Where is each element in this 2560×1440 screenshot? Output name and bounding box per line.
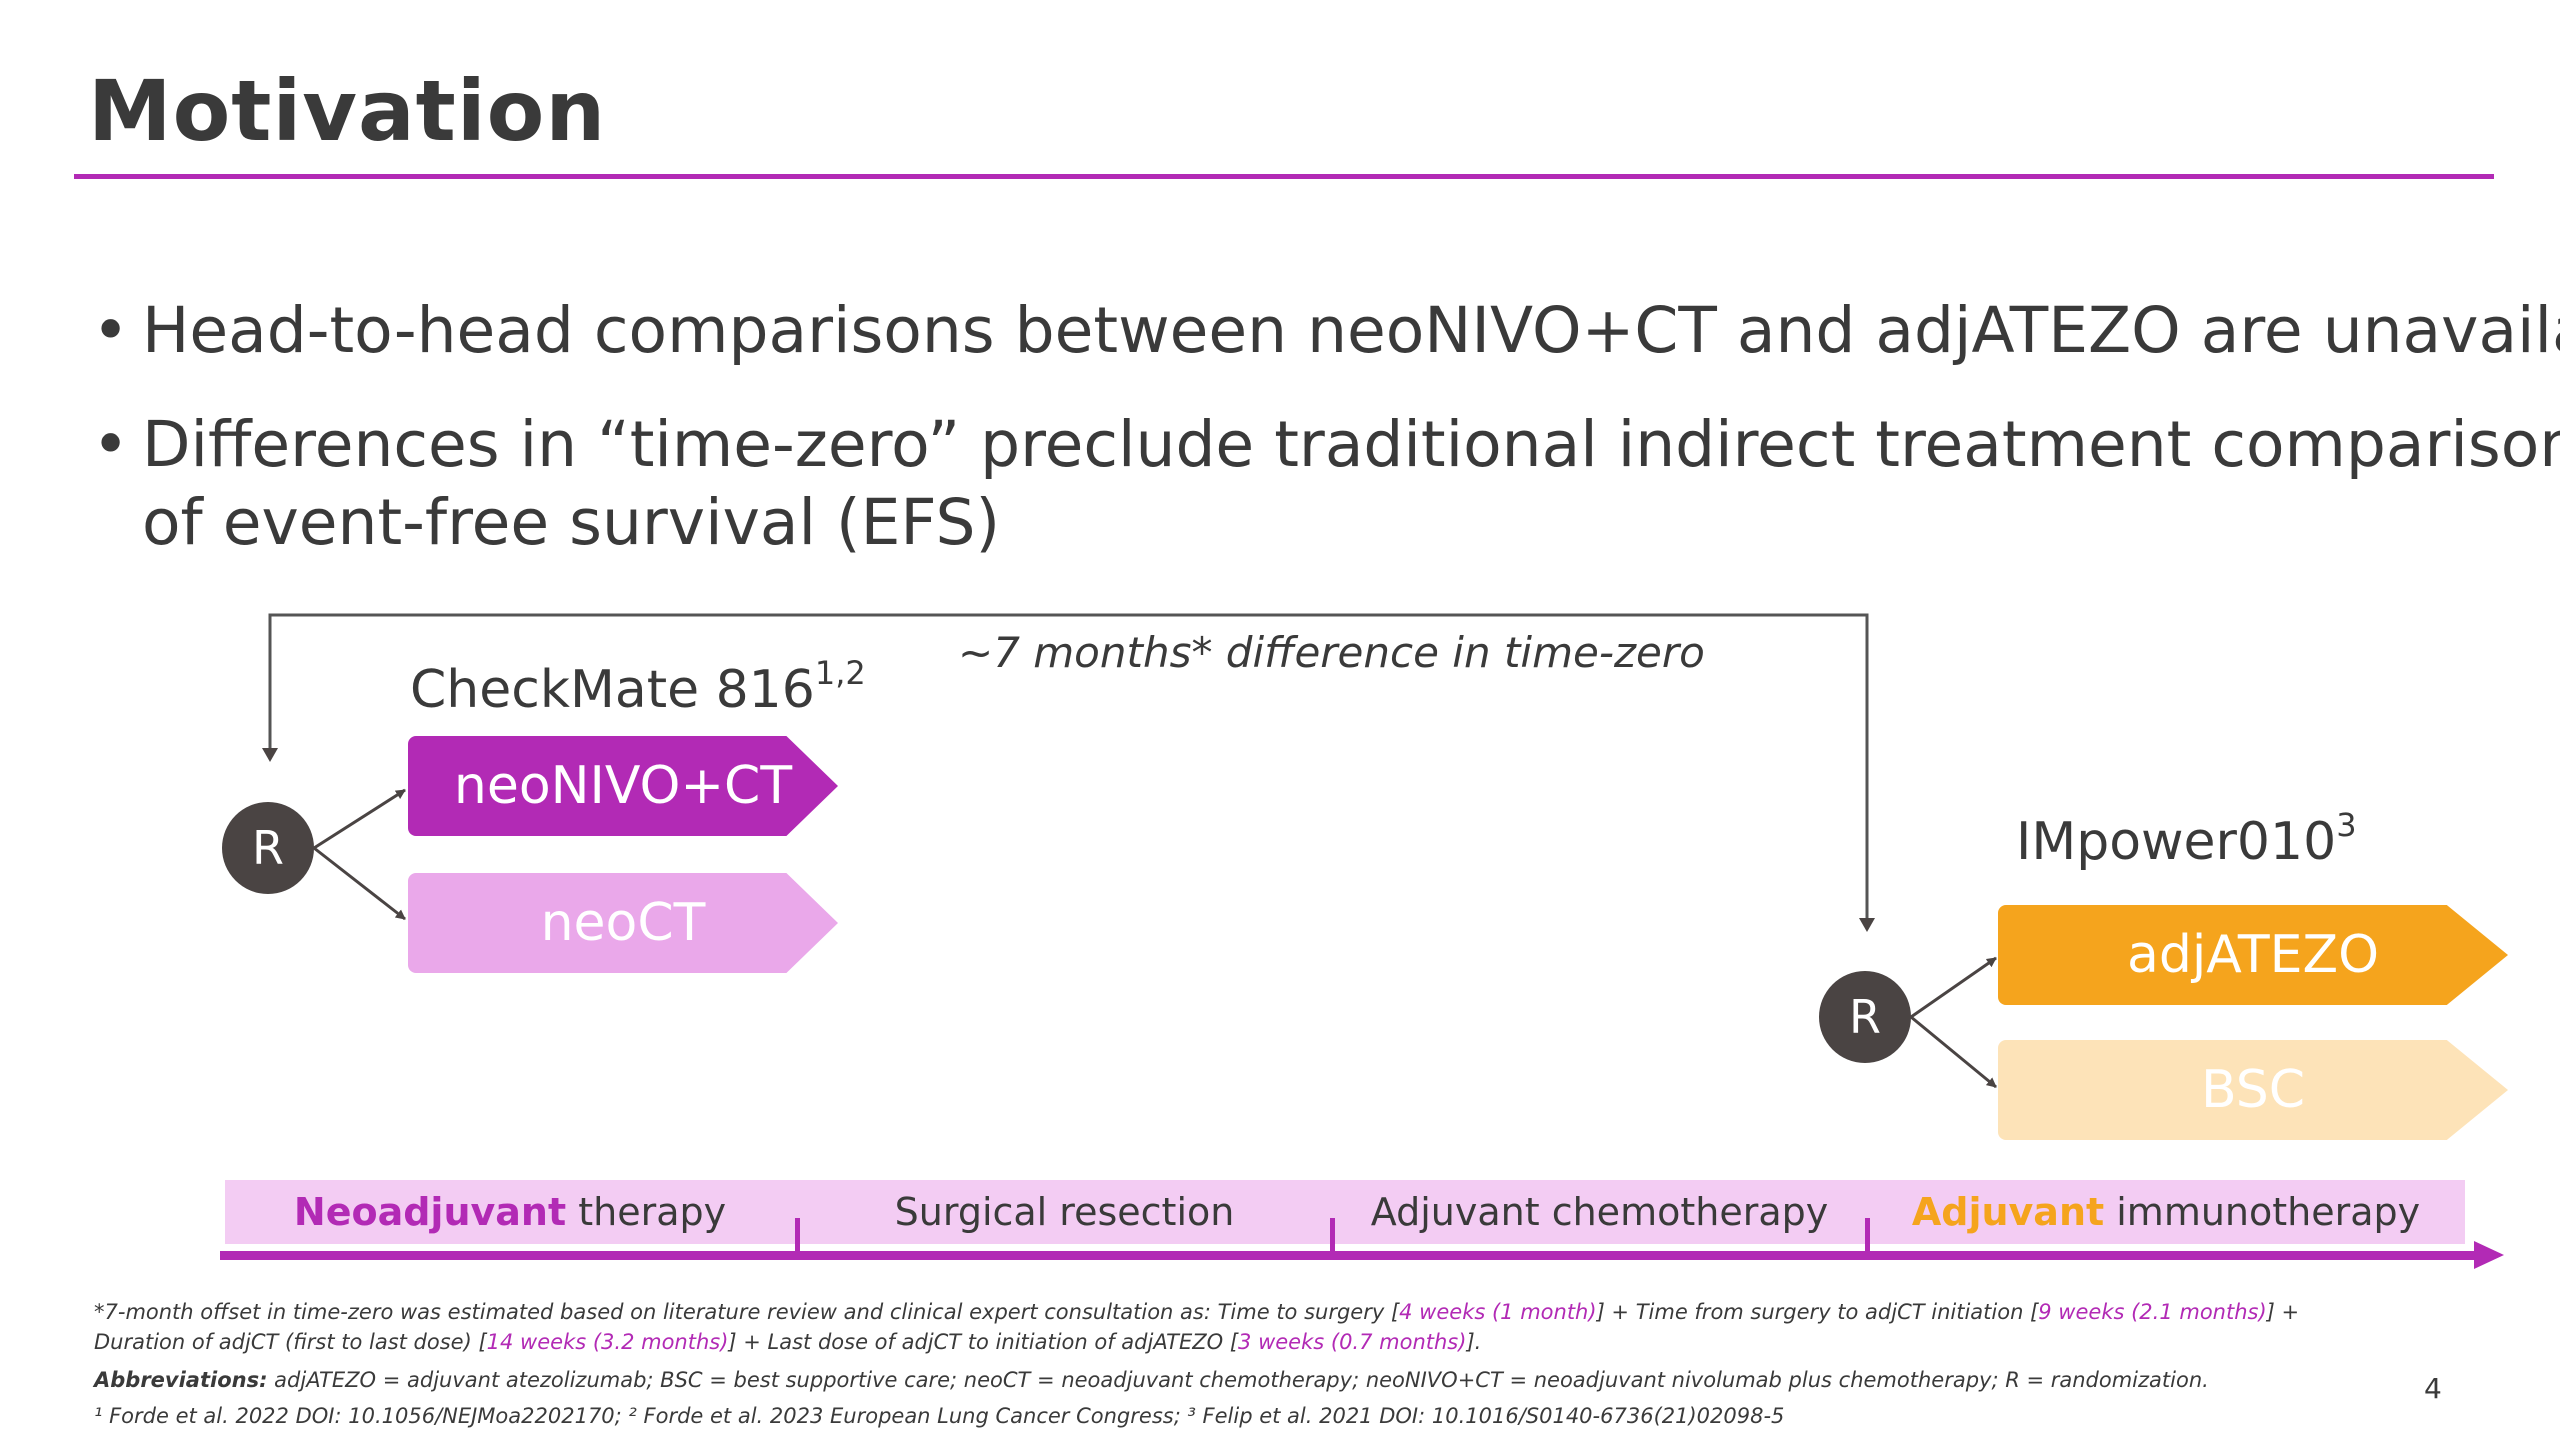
- time-zero-bracket: [262, 613, 1875, 932]
- timeline-tick: [795, 1218, 800, 1252]
- footnote-text: *7-month offset in time-zero was estimat…: [94, 1300, 1400, 1324]
- bullet-marker: •: [92, 294, 130, 367]
- time-zero-note: ~7 months* difference in time-zero: [958, 628, 1705, 677]
- footnote-text: ] +: [2266, 1300, 2300, 1324]
- trial-ref: 3: [2336, 806, 2357, 844]
- phase-text: Adjuvant chemotherapy: [1370, 1190, 1829, 1234]
- footnote-text: ].: [1466, 1330, 1482, 1354]
- footnote-value: 4 weeks (1 month): [1399, 1300, 1597, 1324]
- page-number: 4: [2424, 1372, 2442, 1405]
- footnote-text: ] + Time from surgery to adjCT initiatio…: [1596, 1300, 2039, 1324]
- randomization-node: R: [222, 802, 314, 894]
- arm-neonivo-ct: neoNIVO+CT: [408, 736, 838, 836]
- phase-neoadjuvant: Neoadjuvant therapy: [225, 1190, 795, 1234]
- phase-highlight: Neoadjuvant: [293, 1190, 567, 1234]
- timeline-axis: [220, 1251, 2478, 1260]
- bullet-text: Head-to-head comparisons between neoNIVO…: [142, 294, 2560, 367]
- trial-label-impower: IMpower0103: [2016, 806, 2357, 872]
- timeline-tick: [1330, 1218, 1335, 1252]
- trial-name: CheckMate 816: [410, 660, 815, 720]
- phase-adjuvant-chemo: Adjuvant chemotherapy: [1332, 1190, 1867, 1234]
- arm-bsc: BSC: [1998, 1040, 2508, 1140]
- randomization-node: R: [1819, 971, 1911, 1063]
- phase-adjuvant-immuno: Adjuvant immunotherapy: [1867, 1190, 2465, 1234]
- footnote-value: 14 weeks (3.2 months): [486, 1330, 729, 1354]
- footnote-value: 9 weeks (2.1 months): [2038, 1300, 2267, 1324]
- timeline-arrowhead: [2474, 1241, 2504, 1269]
- arm-neoct: neoCT: [408, 873, 838, 973]
- footnote-text: adjATEZO = adjuvant atezolizumab; BSC = …: [267, 1368, 2209, 1392]
- trial-label-checkmate: CheckMate 8161,2: [410, 654, 866, 720]
- phase-text: therapy: [566, 1190, 727, 1234]
- phase-band: [225, 1180, 2465, 1244]
- footnote-value: 3 weeks (0.7 months): [1238, 1330, 1467, 1354]
- phase-highlight: Adjuvant: [1911, 1190, 2105, 1234]
- title-divider: [74, 174, 2494, 179]
- footnote-text: ] + Last dose of adjCT to initiation of …: [728, 1330, 1239, 1354]
- trial-ref: 1,2: [814, 654, 866, 692]
- phase-text: Surgical resection: [894, 1190, 1235, 1234]
- slide-title: Motivation: [88, 62, 607, 160]
- bullet-text: of event-free survival (EFS): [142, 486, 1001, 559]
- phase-surgery: Surgical resection: [797, 1190, 1332, 1234]
- footnote-label: Abbreviations:: [94, 1368, 268, 1392]
- footnote-abbreviations: Abbreviations: adjATEZO = adjuvant atezo…: [94, 1368, 2209, 1392]
- arm-adjatezo: adjATEZO: [1998, 905, 2508, 1005]
- trial-name: IMpower010: [2016, 812, 2337, 872]
- footnote-text: Duration of adjCT (first to last dose) [: [94, 1330, 487, 1354]
- bullet-text: Differences in “time-zero” preclude trad…: [142, 408, 2560, 481]
- footnote-offset: Duration of adjCT (first to last dose) […: [94, 1330, 1481, 1354]
- timeline-tick: [1865, 1218, 1870, 1252]
- footnote-offset: *7-month offset in time-zero was estimat…: [94, 1300, 2299, 1324]
- phase-text: immunotherapy: [2104, 1190, 2421, 1234]
- bullet-marker: •: [92, 408, 130, 481]
- randomization-arrows: [313, 788, 1997, 1089]
- footnote-references: ¹ Forde et al. 2022 DOI: 10.1056/NEJMoa2…: [94, 1404, 1785, 1428]
